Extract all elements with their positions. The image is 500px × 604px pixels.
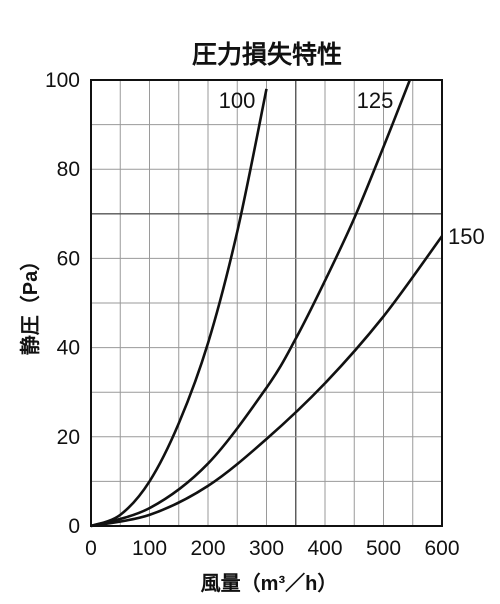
x-tick-label: 200 — [190, 537, 225, 560]
y-tick-label: 0 — [68, 515, 80, 538]
chart-title: 圧力損失特性 — [192, 41, 342, 69]
series-label-125: 125 — [357, 88, 394, 113]
x-tick-label: 300 — [249, 537, 284, 560]
y-tick-label: 60 — [57, 247, 80, 270]
plot-frame — [90, 79, 443, 527]
x-tick-label: 600 — [424, 537, 459, 560]
series-line-150 — [90, 235, 444, 528]
series-label-150: 150 — [448, 224, 485, 249]
x-tick-label: 100 — [132, 537, 167, 560]
series-label-100: 100 — [219, 88, 256, 113]
x-tick-label: 500 — [366, 537, 401, 560]
x-tick-label: 0 — [85, 537, 97, 560]
grid — [91, 80, 442, 526]
series-line-100 — [90, 88, 268, 528]
x-axis-label: 風量（m³／h） — [201, 572, 338, 595]
y-axis-label: 静圧（Pa） — [18, 251, 42, 355]
series-line-125 — [90, 79, 412, 528]
tick-labels: 0 100 200 300 400 500 600 0 20 40 60 80 100 — [45, 69, 460, 560]
curves: 100 125 150 — [90, 79, 485, 528]
y-tick-label: 100 — [45, 69, 80, 92]
x-tick-label: 400 — [307, 537, 342, 560]
y-tick-label: 80 — [57, 158, 80, 181]
y-tick-label: 20 — [57, 426, 80, 449]
y-tick-label: 40 — [57, 337, 80, 360]
